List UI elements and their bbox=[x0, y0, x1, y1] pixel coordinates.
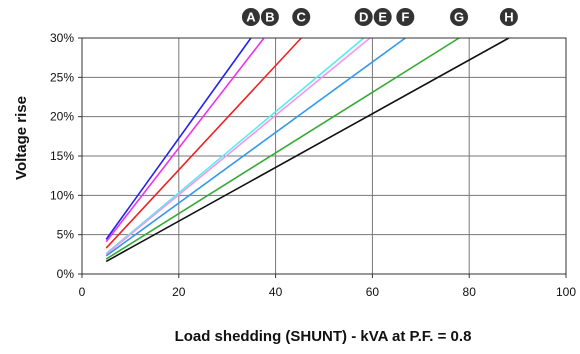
badge-label: C bbox=[297, 10, 307, 25]
grid bbox=[82, 38, 566, 274]
badge-label: F bbox=[401, 10, 409, 25]
y-tick-label: 30% bbox=[50, 31, 74, 45]
y-tick-label: 25% bbox=[50, 70, 74, 84]
x-tick-label: 0 bbox=[79, 285, 86, 299]
series-badge-a: A bbox=[241, 8, 260, 26]
series-badge-d: D bbox=[354, 8, 373, 26]
series-line-c bbox=[105, 37, 302, 249]
y-tick-label: 0% bbox=[57, 267, 75, 281]
y-tick-label: 20% bbox=[50, 110, 74, 124]
x-tick-label: 100 bbox=[556, 285, 576, 299]
series-line-a bbox=[105, 37, 252, 240]
series-badge-b: B bbox=[260, 8, 279, 26]
series-line-e bbox=[105, 37, 371, 255]
x-tick-label: 40 bbox=[269, 285, 283, 299]
badge-circle bbox=[260, 8, 279, 26]
series-badge-g: G bbox=[450, 8, 469, 26]
x-tick-label: 20 bbox=[172, 285, 186, 299]
series-lines bbox=[105, 37, 510, 263]
y-tick-label: 15% bbox=[50, 149, 74, 163]
badge-circle bbox=[396, 8, 415, 26]
y-tick-label: 10% bbox=[50, 188, 74, 202]
series-badge-f: F bbox=[396, 8, 415, 26]
series-badge-h: H bbox=[499, 8, 518, 26]
y-axis-ticks: 0% 5% 10% 15% 20% 25% 30% bbox=[50, 31, 82, 281]
x-tick-label: 60 bbox=[366, 285, 380, 299]
badge-circle bbox=[450, 8, 469, 26]
badge-label: E bbox=[378, 10, 387, 25]
badge-circle bbox=[499, 8, 518, 26]
badge-label: G bbox=[454, 10, 464, 25]
series-line-d bbox=[105, 37, 365, 255]
badge-label: A bbox=[246, 10, 256, 25]
badge-circle bbox=[292, 8, 311, 26]
series-line-h bbox=[105, 37, 510, 263]
badge-label: H bbox=[504, 10, 513, 25]
series-line-f bbox=[105, 37, 406, 257]
badge-circle bbox=[354, 8, 373, 26]
x-axis-ticks: 0 20 40 60 80 100 bbox=[79, 274, 576, 299]
badge-label: D bbox=[359, 10, 368, 25]
badge-circle bbox=[241, 8, 260, 26]
series-badge-c: C bbox=[292, 8, 311, 26]
x-tick-label: 80 bbox=[463, 285, 477, 299]
y-tick-label: 5% bbox=[57, 228, 75, 242]
series-line-g bbox=[105, 37, 460, 260]
badge-label: B bbox=[265, 10, 274, 25]
x-axis-title: Load shedding (SHUNT) - kVA at P.F. = 0.… bbox=[175, 328, 472, 345]
badge-circle bbox=[373, 8, 392, 26]
series-badge-e: E bbox=[373, 8, 392, 26]
y-axis-title: Voltage rise bbox=[13, 96, 30, 180]
series-line-b bbox=[105, 37, 265, 243]
